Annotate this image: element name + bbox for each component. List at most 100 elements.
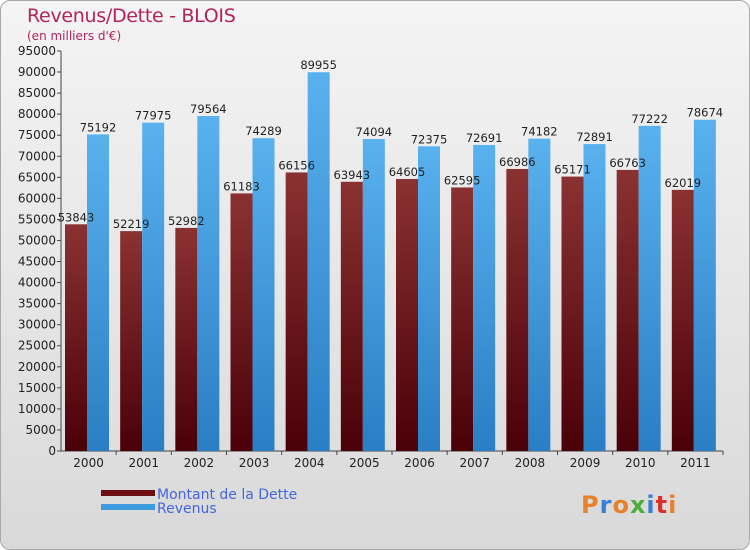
y-tick-label: 25000 xyxy=(18,339,56,353)
bar-revenus xyxy=(583,144,606,452)
bar-dette xyxy=(230,193,253,451)
value-label-dette: 52982 xyxy=(168,214,205,228)
y-tick-label: 95000 xyxy=(18,44,56,58)
bar-revenus xyxy=(528,138,551,452)
bar-dette xyxy=(561,176,584,451)
x-tick-label: 2009 xyxy=(570,456,601,470)
x-tick-label: 2008 xyxy=(515,456,546,470)
value-label-dette: 66986 xyxy=(499,155,536,169)
y-tick-label: 15000 xyxy=(18,381,56,395)
value-label-revenus: 72375 xyxy=(411,132,448,146)
value-label-dette: 65171 xyxy=(554,163,591,177)
value-label-revenus: 77975 xyxy=(135,109,172,123)
bar-dette xyxy=(285,172,308,451)
value-label-revenus: 78674 xyxy=(687,106,724,120)
bar-dette xyxy=(616,169,639,451)
bar-revenus xyxy=(252,138,275,451)
bar-revenus xyxy=(418,146,440,451)
legend-label-revenus: Revenus xyxy=(157,501,217,517)
value-label-revenus: 74094 xyxy=(356,125,393,139)
y-tick-label: 10000 xyxy=(18,402,56,416)
axes: 0 5000 10000 15000 20000 25000 30000 35000 40000… xyxy=(18,44,724,470)
value-label-revenus: 77222 xyxy=(631,112,668,126)
value-label-revenus: 89955 xyxy=(300,58,337,72)
y-tick-label: 70000 xyxy=(18,149,56,163)
legend-swatch-revenus xyxy=(101,504,155,510)
logo-letter: x xyxy=(629,491,647,519)
proxiti-logo: Proxiti xyxy=(581,491,677,519)
y-tick-label: 35000 xyxy=(18,297,56,311)
value-label-dette: 52219 xyxy=(113,217,150,231)
bars xyxy=(65,72,716,452)
bar-dette xyxy=(451,187,474,451)
value-label-revenus: 72691 xyxy=(466,131,503,145)
x-tick-label: 2003 xyxy=(239,456,270,470)
legend-item-dette: Montant de la Dette xyxy=(101,487,297,503)
value-label-dette: 61183 xyxy=(223,179,260,193)
bar-revenus xyxy=(87,134,109,451)
bar-dette xyxy=(175,227,198,451)
value-label-revenus: 75192 xyxy=(80,120,117,134)
x-tick-label: 2010 xyxy=(625,456,656,470)
x-tick-label: 2000 xyxy=(73,456,104,470)
bar-dette xyxy=(396,178,418,451)
value-label-dette: 64605 xyxy=(389,165,426,179)
bar-revenus xyxy=(197,115,220,451)
value-label-dette: 66763 xyxy=(609,156,646,170)
y-tick-label: 80000 xyxy=(18,107,56,121)
y-tick-label: 60000 xyxy=(18,191,56,205)
value-label-dette: 63943 xyxy=(334,168,371,182)
x-tick-label: 2011 xyxy=(680,456,711,470)
logo-letter: r xyxy=(599,491,613,519)
x-tick-label: 2007 xyxy=(459,456,490,470)
x-tick-label: 2001 xyxy=(128,456,159,470)
chart-subtitle: (en milliers d'€) xyxy=(27,29,122,43)
bar-revenus xyxy=(693,119,716,451)
value-label-dette: 62595 xyxy=(444,173,481,187)
value-label-revenus: 74182 xyxy=(521,125,558,139)
bar-dette xyxy=(120,231,143,451)
value-label-revenus: 74289 xyxy=(245,124,282,138)
bar-dette xyxy=(506,168,529,452)
bar-revenus xyxy=(362,139,385,451)
legend-label-dette: Montant de la Dette xyxy=(157,487,298,503)
logo-letter: i xyxy=(668,491,678,519)
bar-revenus xyxy=(307,72,330,452)
bar-dette xyxy=(65,224,87,451)
y-tick-label: 45000 xyxy=(18,255,56,269)
legend-swatch-dette xyxy=(101,490,155,496)
chart-title: Revenus/Dette - BLOIS xyxy=(27,5,236,27)
x-tick-label: 2005 xyxy=(349,456,380,470)
y-tick-label: 85000 xyxy=(18,86,56,100)
value-label-revenus: 79564 xyxy=(190,102,227,116)
y-tick-label: 75000 xyxy=(18,128,56,142)
logo-letter: P xyxy=(581,491,600,519)
logo-letter: t xyxy=(655,491,669,519)
x-tick-label: 2004 xyxy=(294,456,325,470)
bar-dette xyxy=(340,181,363,452)
logo-letter: i xyxy=(646,491,656,519)
value-label-dette: 53843 xyxy=(58,210,95,224)
y-tick-label: 65000 xyxy=(18,170,56,184)
y-tick-label: 55000 xyxy=(18,212,56,226)
value-label-dette: 62019 xyxy=(665,176,702,190)
y-tick-label: 0 xyxy=(48,444,56,458)
bar-revenus xyxy=(473,144,496,452)
y-tick-label: 30000 xyxy=(18,318,56,332)
value-labels: 53843 75192 52219 77975 52982 79564 61183 74289… xyxy=(58,58,723,231)
bar-revenus xyxy=(142,122,165,452)
bar-revenus xyxy=(638,125,661,451)
y-tick-label: 40000 xyxy=(18,276,56,290)
y-tick-label: 50000 xyxy=(18,233,56,247)
value-label-dette: 66156 xyxy=(278,158,315,172)
x-tick-label: 2006 xyxy=(404,456,435,470)
logo-letter: o xyxy=(612,491,630,519)
y-tick-label: 20000 xyxy=(18,360,56,374)
y-tick-label: 90000 xyxy=(18,65,56,79)
legend-item-revenus: Revenus xyxy=(101,501,217,517)
value-label-revenus: 72891 xyxy=(576,130,613,144)
x-tick-label: 2002 xyxy=(184,456,215,470)
bar-dette xyxy=(671,189,694,451)
